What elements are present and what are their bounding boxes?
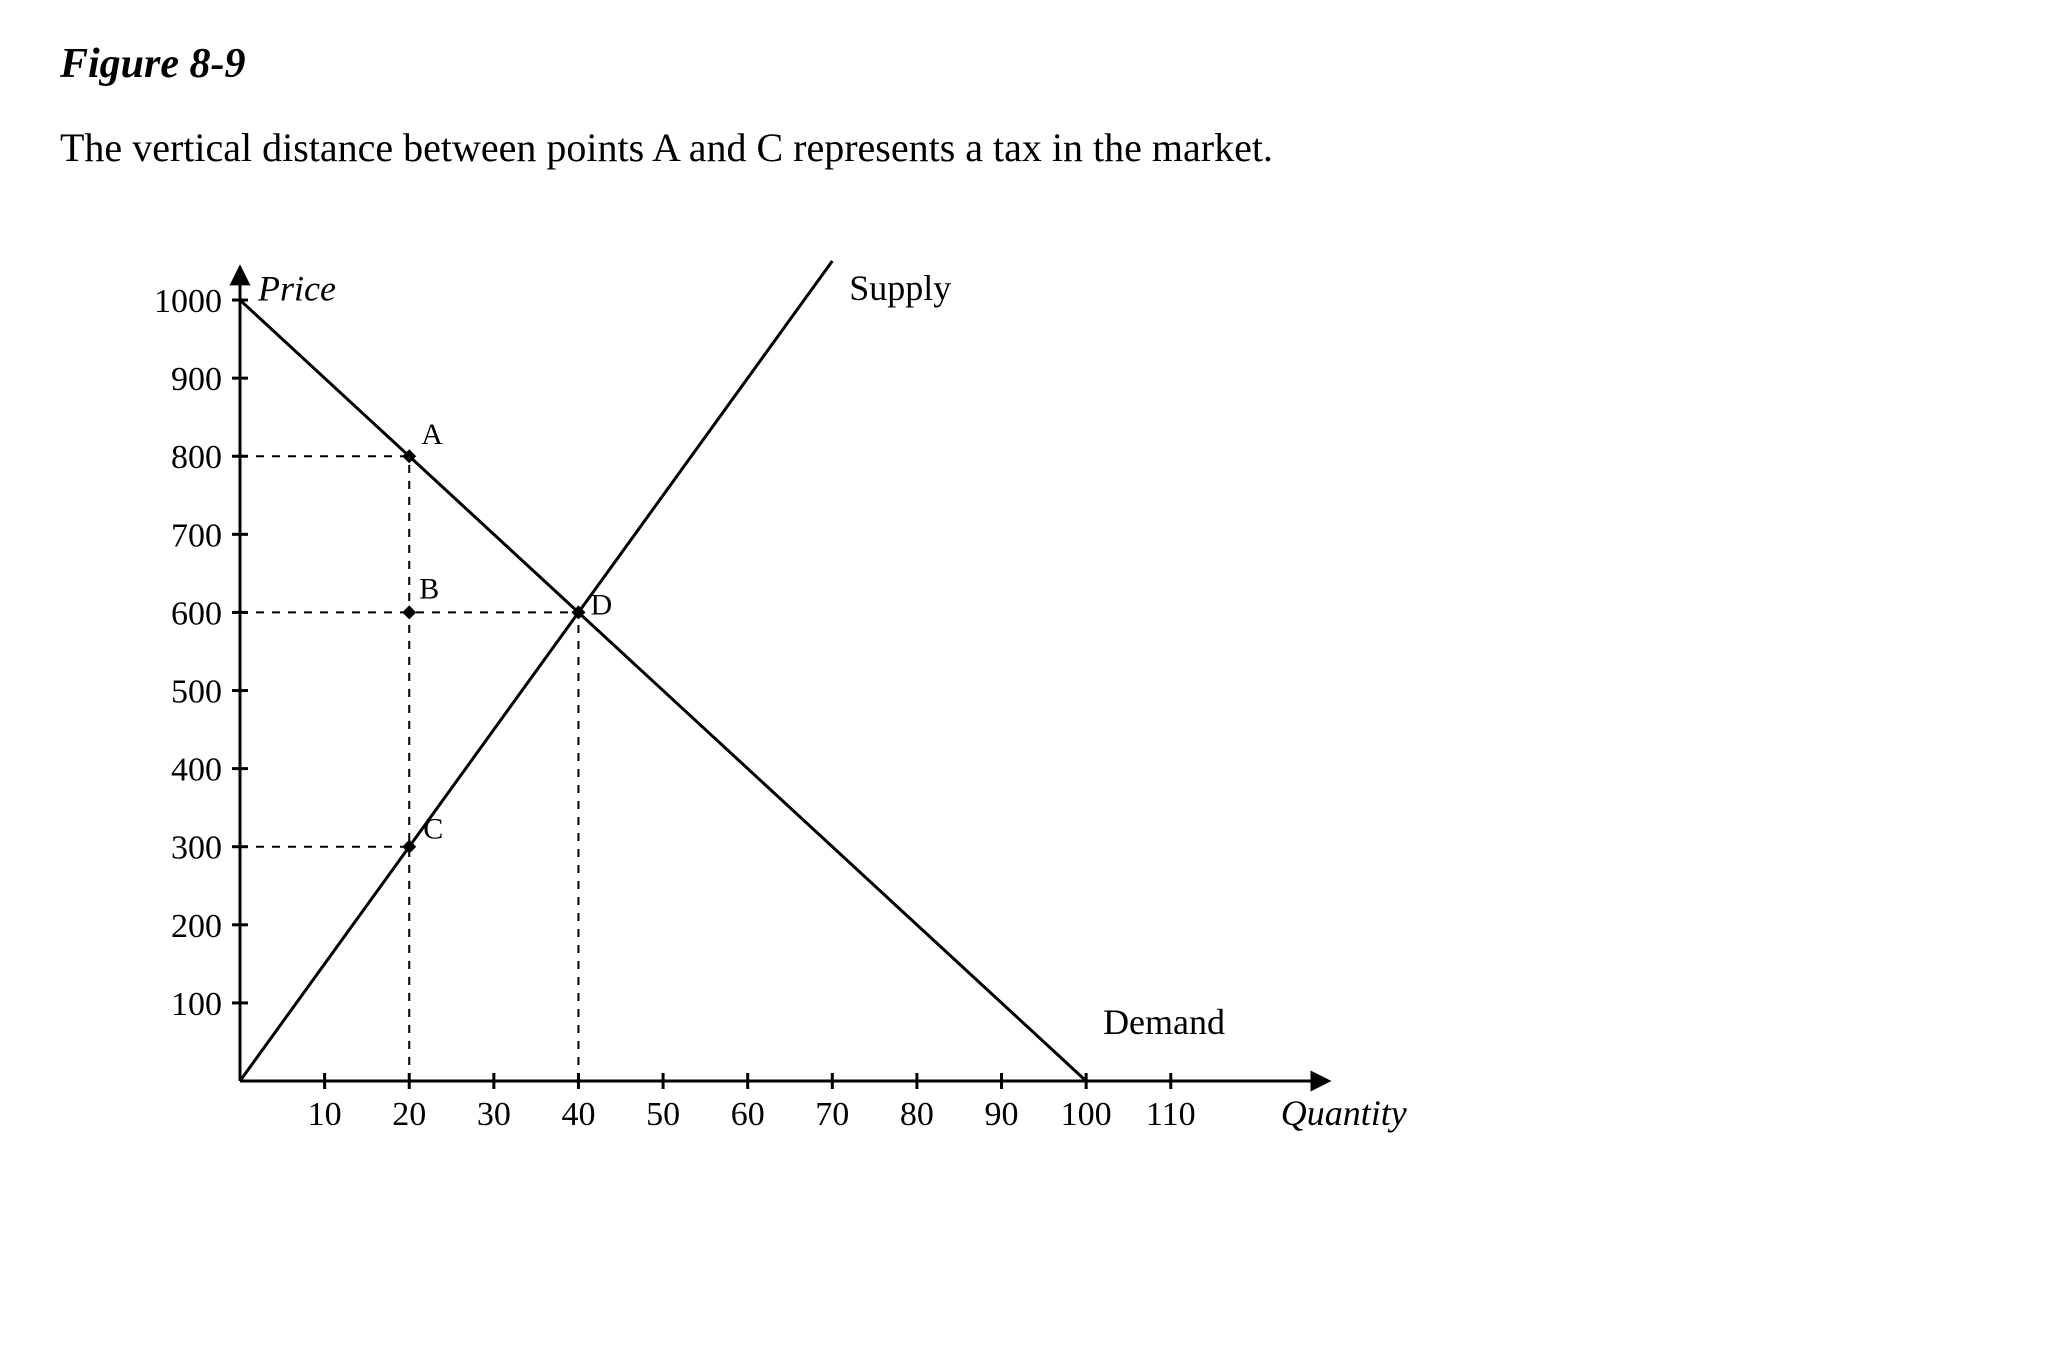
point-label-D: D [590, 588, 612, 621]
x-tick-label-110: 110 [1146, 1096, 1196, 1133]
demand-label: Demand [1103, 1002, 1225, 1042]
y-tick-label-200: 200 [171, 908, 222, 945]
y-tick-label-500: 500 [171, 674, 222, 711]
x-tick-label-80: 80 [900, 1096, 934, 1133]
x-tick-label-40: 40 [561, 1096, 595, 1133]
point-label-C: C [423, 813, 443, 846]
y-tick-label-400: 400 [171, 752, 222, 789]
figure-title: Figure 8-9 [60, 40, 1986, 88]
y-tick-label-900: 900 [171, 361, 222, 398]
figure-caption: The vertical distance between points A a… [60, 124, 1986, 171]
x-tick-label-100: 100 [1061, 1096, 1112, 1133]
y-tick-label-700: 700 [171, 517, 222, 554]
y-tick-label-600: 600 [171, 595, 222, 632]
x-tick-label-30: 30 [477, 1096, 511, 1133]
point-label-B: B [419, 572, 439, 605]
page-root: Figure 8-9 The vertical distance between… [0, 0, 2046, 1358]
x-tick-label-10: 10 [308, 1096, 342, 1133]
point-label-A: A [421, 418, 443, 451]
x-tick-label-50: 50 [646, 1096, 680, 1133]
y-tick-label-300: 300 [171, 830, 222, 867]
chart-svg: 10 20 30 40 50 60 70 80 90 100 110 100 200 300 400 500 6… [60, 201, 1460, 1181]
x-tick-label-20: 20 [392, 1096, 426, 1133]
supply-demand-chart: 10 20 30 40 50 60 70 80 90 100 110 100 200 300 400 500 6… [60, 201, 1460, 1181]
y-tick-label-1000: 1000 [154, 283, 222, 320]
x-axis-title: Quantity [1281, 1093, 1407, 1133]
y-axis-title: Price [257, 269, 336, 309]
y-tick-label-100: 100 [171, 986, 222, 1023]
x-tick-label-60: 60 [731, 1096, 765, 1133]
x-tick-label-90: 90 [985, 1096, 1019, 1133]
y-tick-label-800: 800 [171, 439, 222, 476]
x-tick-label-70: 70 [815, 1096, 849, 1133]
chart-bg [60, 201, 1460, 1181]
supply-label: Supply [849, 268, 951, 308]
